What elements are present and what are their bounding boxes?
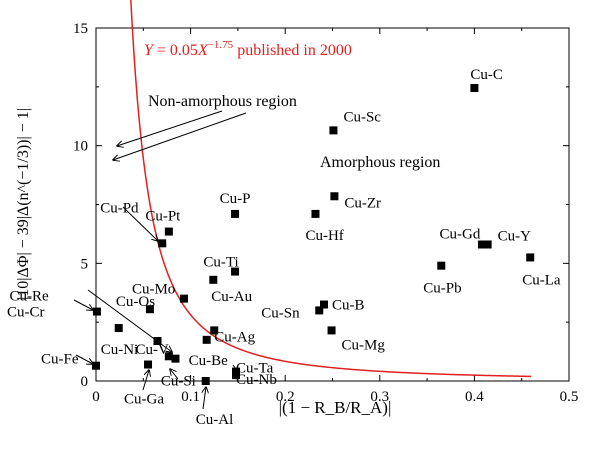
marker-cu-ga <box>144 360 153 369</box>
curve-label-exponent: −1.75 <box>208 39 234 51</box>
curve-label-suffix: published in 2000 <box>233 42 352 59</box>
label-cu-y: Cu-Y <box>498 229 532 245</box>
label-cu-pd: Cu-Pd <box>100 200 139 216</box>
leader-cu-cr <box>73 299 93 310</box>
tick-labels: 0 0.1 0.2 0.3 0.4 0.5 0 5 10 15 <box>73 21 578 405</box>
leader-cu-pd <box>122 206 158 241</box>
marker-cu-os <box>145 305 154 314</box>
marker-cu-pd <box>158 239 167 248</box>
amorphous-region-label: Amorphous region <box>320 154 440 171</box>
y-axis-title: |10|ΔΦ| − 39|Δ(n^(−1/3))| − 1| <box>15 108 32 300</box>
label-cu-al: Cu-Al <box>196 412 234 428</box>
label-cu-si: Cu-Si <box>161 373 196 389</box>
axis-ticks <box>95 27 570 382</box>
marker-cu-cr <box>92 307 101 316</box>
label-cu-pb: Cu-Pb <box>423 281 461 297</box>
marker-cu-hf <box>311 209 320 218</box>
label-cu-gd: Cu-Gd <box>440 227 481 243</box>
leader-cu-si <box>170 369 179 380</box>
label-cu-ti: Cu-Ti <box>203 255 238 271</box>
marker-cu-al <box>201 377 210 385</box>
y-tick-label: 0 <box>81 374 89 390</box>
x-tick-label: 0.5 <box>560 389 579 405</box>
non-amorphous-arrow-2 <box>113 112 247 160</box>
label-cu-p: Cu-P <box>220 191 251 207</box>
label-cu-be: Cu-Be <box>189 353 229 369</box>
label-cu-ta: Cu-Ta <box>236 361 274 377</box>
label-cu-nb: Cu-Nb <box>236 372 277 388</box>
marker-cu-mo <box>179 294 188 303</box>
x-tick-label: 0.2 <box>276 389 295 405</box>
x-tick-label: 0.3 <box>370 389 389 405</box>
marker-cu-zr <box>330 192 339 201</box>
marker-cu-pt <box>164 227 173 236</box>
leader-cu-ga <box>142 370 149 391</box>
label-cu-sc: Cu-Sc <box>343 109 381 125</box>
label-cu-mo: Cu-Mo <box>132 282 175 298</box>
marker-cu-ni <box>114 324 123 333</box>
y-tick-label: 15 <box>73 21 88 37</box>
label-cu-sn: Cu-Sn <box>261 305 300 321</box>
label-cu-ga: Cu-Ga <box>124 392 164 408</box>
label-cu-c: Cu-C <box>470 67 503 83</box>
marker-cu-be <box>202 335 211 344</box>
curve-label: Y = 0.05X−1.75 published in 2000 <box>144 39 352 59</box>
marker-cu-la <box>526 253 535 262</box>
marker-cu-y <box>483 240 492 249</box>
fit-curve <box>130 0 532 378</box>
label-cu-la: Cu-La <box>522 272 561 288</box>
curve-label-y: Y <box>144 42 155 59</box>
marker-cu-c <box>470 84 479 93</box>
marker-cu-sc <box>329 126 338 135</box>
label-cu-ni: Cu-Ni <box>101 342 139 358</box>
label-cu-zr: Cu-Zr <box>344 195 381 211</box>
label-cu-mg: Cu-Mg <box>342 337 386 353</box>
label-cu-os: Cu-Os <box>116 294 155 310</box>
label-cu-au: Cu-Au <box>211 289 252 305</box>
leader-cu-al <box>203 387 206 410</box>
marker-cu-ag <box>210 326 219 335</box>
label-cu-pt: Cu-Pt <box>145 209 181 225</box>
marker-cu-nb <box>232 371 241 380</box>
label-cu-b: Cu-B <box>332 298 365 314</box>
x-tick-label: 0 <box>92 389 100 405</box>
y-tick-label: 10 <box>73 139 88 155</box>
label-cu-ag: Cu-Ag <box>214 329 255 345</box>
marker-cu-fe <box>92 361 100 370</box>
marker-cu-au <box>209 275 218 284</box>
marker-cu-re <box>171 354 180 363</box>
label-cu-re: Cu-Re <box>9 289 49 305</box>
marker-cu-b <box>319 300 328 309</box>
point-labels: Cu-C Cu-Sc Cu-Zr Cu-Hf Cu-P Cu-Pt Cu-Pd Cu-Gd Cu… <box>7 67 561 428</box>
curve-label-coef: = 0.05 <box>153 42 198 59</box>
marker-cu-gd <box>477 240 486 249</box>
marker-cu-si <box>164 352 173 361</box>
y-tick-label: 5 <box>81 256 89 272</box>
label-cu-v: Cu-V <box>135 342 169 358</box>
non-amorphous-region-label: Non-amorphous region <box>148 93 297 110</box>
marker-cu-pb <box>437 261 446 270</box>
leader-cu-fe <box>75 354 93 364</box>
marker-cu-ti <box>231 267 240 276</box>
label-cu-hf: Cu-Hf <box>305 228 343 244</box>
label-cu-fe: Cu-Fe <box>41 352 79 368</box>
marker-cu-mg <box>327 326 336 335</box>
curve-label-x: X <box>197 42 209 59</box>
data-markers <box>92 84 535 385</box>
marker-cu-sn <box>315 306 324 315</box>
marker-cu-p <box>231 209 240 218</box>
non-amorphous-arrow-1 <box>117 110 223 146</box>
marker-cu-v <box>153 336 162 345</box>
x-axis-title: |(1 − R_B/R_A)| <box>279 398 392 417</box>
x-tick-label: 0.1 <box>181 389 200 405</box>
label-cu-cr: Cu-Cr <box>7 305 45 321</box>
x-tick-label: 0.4 <box>465 389 484 405</box>
